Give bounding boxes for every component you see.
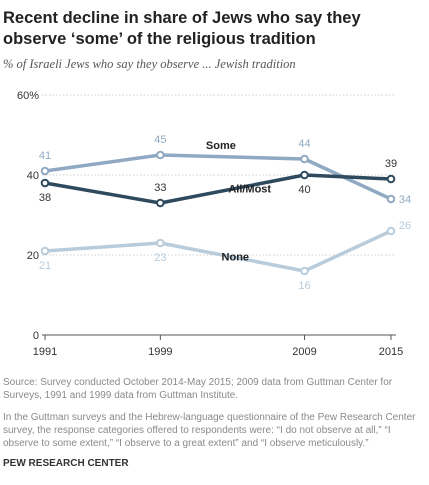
x-tick-label: 1999 xyxy=(148,346,172,358)
data-label: 21 xyxy=(39,260,51,272)
data-point xyxy=(386,226,396,236)
x-axis: 1991 1999 2009 2015 xyxy=(33,335,403,358)
series-lines xyxy=(40,150,396,276)
x-tick-label: 1991 xyxy=(33,346,57,358)
data-point xyxy=(156,238,165,248)
data-label: 40 xyxy=(298,184,310,196)
data-point xyxy=(40,166,50,176)
y-tick-label: 60% xyxy=(17,90,39,102)
data-point xyxy=(156,198,165,208)
source-note: Source: Survey conducted October 2014-Ma… xyxy=(3,377,393,401)
data-point xyxy=(40,246,50,256)
series-line-none xyxy=(44,229,392,273)
y-tick-label: 0 xyxy=(33,330,39,342)
org-credit: PEW RESEARCH CENTER xyxy=(3,458,129,469)
y-tick-label: 20 xyxy=(27,250,39,262)
y-axis: 0 20 40 60% xyxy=(17,90,39,342)
series-name-label: All/Most xyxy=(228,184,271,196)
x-tick-label: 2009 xyxy=(292,346,316,358)
data-label: 39 xyxy=(385,158,397,170)
chart-subtitle: % of Israeli Jews who say they observe .… xyxy=(3,57,296,71)
data-label: 16 xyxy=(298,280,310,292)
x-tick-label: 2015 xyxy=(379,346,403,358)
data-point xyxy=(156,150,165,160)
data-point xyxy=(300,170,309,180)
line-chart: 0 20 40 60% 1991 1999 2009 2015 21 23 16 26 None 41… xyxy=(17,90,411,358)
data-label: 44 xyxy=(298,138,310,150)
data-label: 34 xyxy=(399,194,411,206)
series-line-some xyxy=(44,153,392,201)
data-label: 45 xyxy=(154,134,166,146)
methodology-note: In the Guttman surveys and the Hebrew-la… xyxy=(3,412,416,449)
gridlines xyxy=(42,94,396,336)
data-label: 26 xyxy=(399,220,411,232)
data-point xyxy=(386,174,396,184)
data-labels: 21 23 16 26 None 41 45 44 34 Some 38 33 40 39 All/Most xyxy=(39,134,411,292)
data-point xyxy=(40,178,50,188)
data-point xyxy=(386,194,396,204)
data-label: 41 xyxy=(39,150,51,162)
data-point xyxy=(300,154,309,164)
series-name-label: None xyxy=(222,252,250,264)
y-tick-label: 40 xyxy=(27,170,39,182)
series-name-label: Some xyxy=(206,140,236,152)
data-label: 23 xyxy=(154,252,166,264)
data-label: 38 xyxy=(39,192,51,204)
chart-title: Recent decline in share of Jews who say … xyxy=(3,9,361,48)
data-point xyxy=(300,266,309,276)
data-label: 33 xyxy=(154,182,166,194)
series-line-all-most xyxy=(44,173,392,205)
